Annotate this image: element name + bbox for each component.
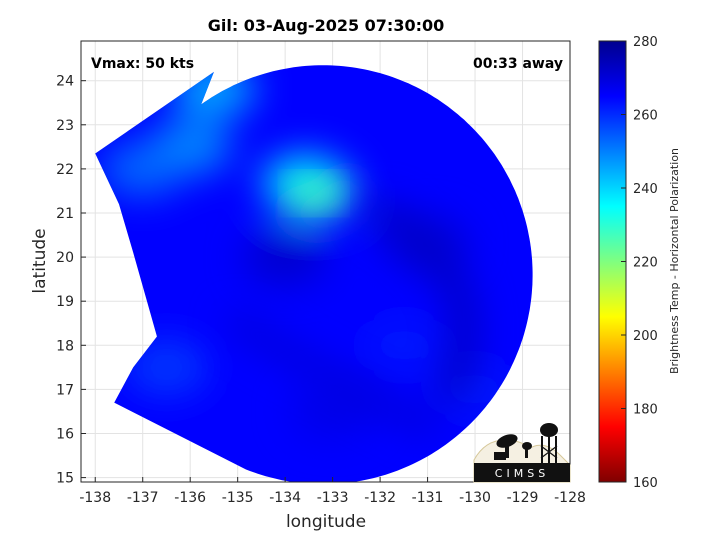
brightness-feature bbox=[243, 229, 328, 286]
logo-text: CIMSS bbox=[495, 467, 549, 480]
y-axis: 15 16 17 18 19 20 21 22 23 24 bbox=[56, 74, 86, 487]
y-tick-label: 16 bbox=[56, 426, 74, 442]
x-tick-label: -138 bbox=[79, 490, 111, 506]
x-tick-label: -133 bbox=[317, 490, 349, 506]
rainband bbox=[367, 199, 478, 403]
satellite-swath bbox=[95, 65, 533, 482]
vmax-annotation: Vmax: 50 kts bbox=[91, 56, 194, 72]
x-tick-label: -135 bbox=[222, 490, 254, 506]
y-tick-label: 15 bbox=[56, 471, 74, 487]
x-tick-label: -128 bbox=[554, 490, 586, 506]
x-tick-label: -131 bbox=[412, 490, 444, 506]
x-tick-label: -136 bbox=[174, 490, 206, 506]
colorbar-tick-label: 180 bbox=[633, 403, 658, 418]
swath-field bbox=[95, 65, 533, 482]
x-tick-label: -137 bbox=[127, 490, 159, 506]
x-tick-label: -132 bbox=[364, 490, 396, 506]
colorbar-tick-label: 160 bbox=[633, 476, 658, 491]
x-tick-label: -134 bbox=[269, 490, 301, 506]
x-tick-label: -130 bbox=[459, 490, 491, 506]
time-away-annotation: 00:33 away bbox=[473, 56, 563, 72]
x-tick-label: -129 bbox=[507, 490, 539, 506]
brightness-feature bbox=[361, 317, 446, 374]
colorbar-tick-label: 260 bbox=[633, 109, 658, 124]
brightness-feature bbox=[124, 339, 209, 396]
y-tick-label: 19 bbox=[56, 294, 74, 310]
chart-title: Gil: 03-Aug-2025 07:30:00 bbox=[208, 16, 445, 35]
colorbar-tick-label: 240 bbox=[633, 182, 658, 197]
colorbar-tick-label: 200 bbox=[633, 329, 658, 344]
colorbar-label: Brightness Temp - Horizontal Polarizatio… bbox=[668, 148, 681, 374]
colorbar-tick-label: 280 bbox=[633, 35, 658, 50]
colorbar-ticks: 160 180 200 220 240 260 280 bbox=[621, 35, 658, 491]
brightness-feature bbox=[100, 140, 185, 197]
y-tick-label: 18 bbox=[56, 338, 74, 354]
y-tick-label: 21 bbox=[56, 206, 74, 222]
x-axis-label: longitude bbox=[286, 512, 366, 532]
water-tower-icon bbox=[540, 423, 558, 464]
colorbar: 160 180 200 220 240 260 280 Brightness Temp - … bbox=[598, 35, 681, 491]
y-tick-label: 24 bbox=[56, 74, 74, 90]
y-axis-label: latitude bbox=[30, 228, 50, 293]
y-tick-label: 20 bbox=[56, 250, 74, 266]
radar-dish-icon bbox=[494, 434, 532, 460]
logo-band bbox=[474, 463, 570, 482]
plot-frame bbox=[80, 40, 571, 483]
y-tick-label: 22 bbox=[56, 162, 74, 178]
y-tick-label: 17 bbox=[56, 382, 74, 398]
warm-spot bbox=[295, 181, 332, 206]
x-axis: -138 -137 -136 -135 -134 -133 -132 -131 -130 -129… bbox=[79, 477, 586, 506]
cimss-logo: CIMSS bbox=[473, 423, 571, 483]
rainband bbox=[226, 312, 439, 436]
y-tick-label: 23 bbox=[56, 118, 74, 134]
colorbar-tick-label: 220 bbox=[633, 256, 658, 271]
plot-area: -138 -137 -136 -135 -134 -133 -132 -131 -130 -129… bbox=[56, 40, 586, 506]
